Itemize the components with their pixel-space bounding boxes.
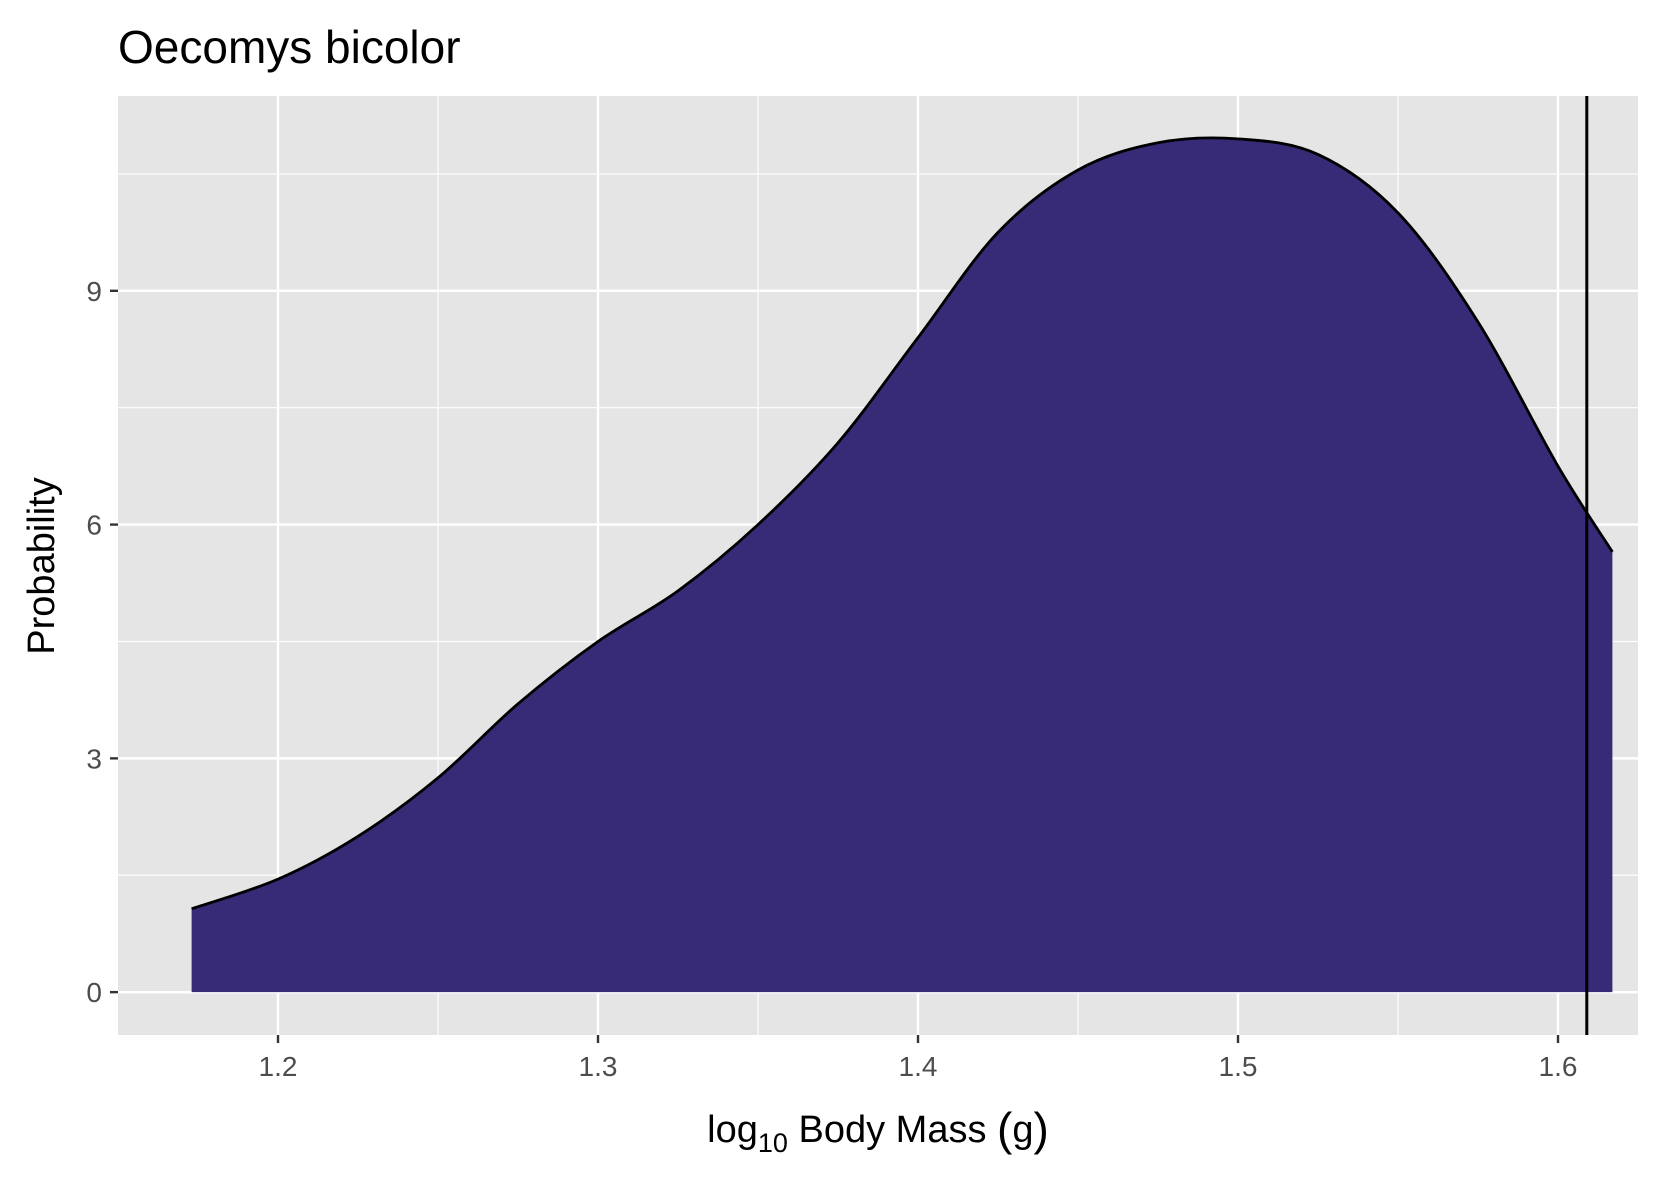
x-axis-title-subscript: 10 [758, 1128, 788, 1158]
y-axis-title: Probability [21, 477, 63, 654]
x-tick-label-0: 1.2 [259, 1051, 298, 1082]
y-tick-label-3: 9 [86, 276, 102, 307]
x-tick-label-3: 1.5 [1219, 1051, 1258, 1082]
x-tick-label-2: 1.4 [899, 1051, 938, 1082]
x-axis-title-paren-close: ) [1033, 1103, 1048, 1155]
x-axis-title-paren-open: ( [997, 1103, 1013, 1155]
x-axis-title: log10 Body Mass (g) [707, 1103, 1049, 1158]
x-axis-title-log: log [707, 1109, 758, 1151]
y-tick-label-2: 6 [86, 510, 102, 541]
x-tick-label-4: 1.6 [1539, 1051, 1578, 1082]
x-axis-title-text: Body Mass [788, 1109, 997, 1151]
density-outline [191, 136, 1614, 911]
density-area [191, 136, 1614, 993]
density-fill [191, 137, 1613, 993]
x-axis: 1.2 1.3 1.4 1.5 1.6 [259, 1035, 1578, 1082]
chart-title: Oecomys bicolor [118, 21, 461, 73]
y-axis: 0 3 6 9 [86, 276, 118, 1008]
y-tick-label-0: 0 [86, 977, 102, 1008]
x-axis-title-unit: g [1012, 1109, 1033, 1151]
x-tick-label-1: 1.3 [579, 1051, 618, 1082]
y-tick-label-1: 3 [86, 743, 102, 774]
